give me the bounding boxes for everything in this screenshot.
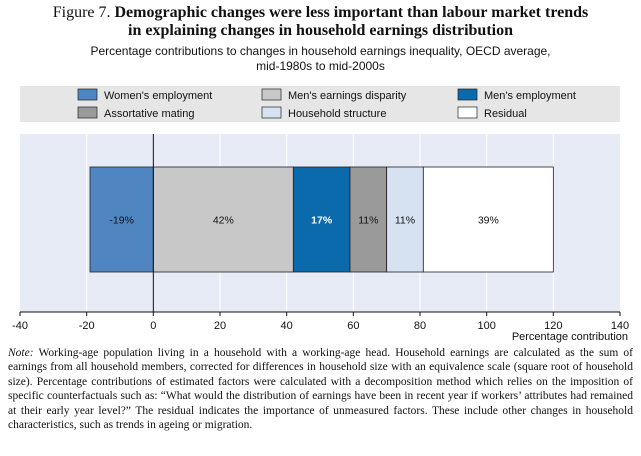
legend-swatch-4 (261, 106, 282, 119)
x-tick-label-3: 20 (214, 320, 226, 332)
x-tick-label-0: -40 (12, 320, 28, 332)
title-line-1: Demographic changes were less important … (114, 4, 589, 21)
x-tick-label-8: 120 (544, 320, 562, 332)
bar-label-2: 17% (311, 215, 333, 227)
subtitle-line-2: mid-1980s to mid-2000s (256, 59, 385, 73)
bar-segment-2 (292, 166, 351, 273)
legend-label-5: Residual (484, 108, 527, 120)
legend-label-1: Men's earnings disparity (288, 90, 407, 102)
legend-swatch-1 (261, 88, 282, 101)
bar-segments: -19% 42% 17% 11% 11% 39% (89, 134, 554, 312)
note-label: Note: (8, 347, 34, 359)
x-tick-label-6: 80 (414, 320, 426, 332)
bar-segment-4 (386, 166, 424, 273)
subtitle-line-1: Percentage contributions to changes in h… (90, 44, 551, 58)
legend-box (20, 86, 620, 122)
bar-label-1: 42% (213, 215, 234, 227)
x-axis-label: Percentage contribution (512, 331, 628, 343)
bar-label-4: 11% (395, 215, 415, 227)
legend-swatch-3 (77, 106, 98, 119)
legend-label-4: Household structure (288, 108, 386, 120)
x-tick-label-5: 60 (347, 320, 359, 332)
note-text: Working-age population living in a house… (8, 347, 633, 432)
chart-subtitle: Percentage contributions to changes in h… (0, 44, 641, 74)
bar-segment-3 (349, 166, 388, 273)
figure-label: Figure 7. (52, 4, 111, 21)
x-tick-label-4: 40 (281, 320, 293, 332)
title-line-2: in explaining changes in household earni… (128, 22, 513, 39)
x-tick-label-9: 140 (611, 320, 629, 332)
x-tick-label-2: 0 (150, 320, 156, 332)
footnote: Note: Working-age population living in a… (8, 346, 633, 432)
bar-label-0: -19% (109, 215, 134, 227)
bar-label-5: 39% (478, 215, 499, 227)
stacked-bar-chart: Women's employment Men's earnings dispari… (12, 86, 629, 343)
legend-label-3: Assortative mating (104, 108, 194, 120)
x-tick-label-1: -20 (79, 320, 95, 332)
legend-swatch-0 (77, 88, 98, 101)
x-tick-label-7: 100 (477, 320, 495, 332)
bar-label-3: 11% (358, 215, 378, 227)
chart-title: Figure 7. Demographic changes were less … (0, 4, 641, 40)
legend-swatch-5 (457, 106, 478, 119)
bar-segment-5 (422, 166, 554, 273)
legend-label-0: Women's employment (104, 90, 212, 102)
x-axis: -40 -20 0 20 40 60 80 100 120 140 (12, 311, 629, 332)
legend-swatch-2 (457, 88, 478, 101)
legend-label-2: Men's employment (484, 90, 576, 102)
legend: Women's employment Men's earnings dispari… (77, 88, 576, 120)
bar-segment-1 (152, 166, 294, 273)
